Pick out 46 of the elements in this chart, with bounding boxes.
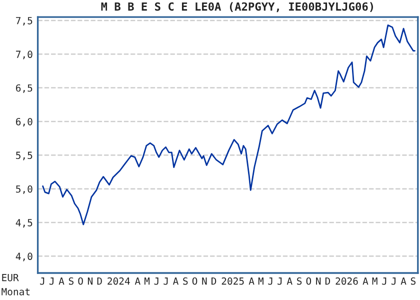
- x-tick-label: D: [325, 278, 330, 285]
- y-tick-label: 7,0: [16, 50, 32, 60]
- y-axis-title: EUR: [2, 274, 19, 282]
- x-tick-label: N: [88, 278, 92, 285]
- x-tick-label: 2025: [222, 277, 244, 285]
- x-tick-label: M: [144, 278, 150, 285]
- x-tick-label: N: [202, 278, 207, 285]
- x-tick-label: O: [78, 277, 83, 285]
- y-tick-label: 5,0: [16, 185, 32, 194]
- x-tick-label: J: [391, 278, 396, 285]
- x-tick-label: A: [134, 278, 140, 285]
- y-tick-label: 4,5: [16, 219, 32, 228]
- y-tick-label: 7,5: [16, 17, 32, 26]
- x-tick-label: S: [68, 277, 74, 285]
- x-tick-label: J: [268, 278, 272, 285]
- y-tick-label: 6,0: [16, 118, 32, 127]
- x-tick-label: N: [316, 278, 321, 285]
- y-tick-label: 4,0: [16, 252, 32, 262]
- x-tick-label: A: [400, 278, 406, 285]
- x-tick-label: A: [172, 278, 178, 285]
- x-tick-label: 2024: [108, 277, 130, 285]
- x-tick-label: J: [278, 278, 282, 285]
- line-series: [42, 24, 416, 226]
- x-tick-label: O: [192, 277, 198, 285]
- x-tick-label: J: [40, 278, 44, 285]
- y-tick-label: 6,5: [16, 84, 32, 93]
- x-tick-label: S: [183, 277, 188, 285]
- x-tick-label: J: [382, 278, 386, 285]
- x-tick-label: S: [410, 277, 416, 285]
- x-tick-label: O: [306, 277, 312, 285]
- x-tick-label: J: [164, 278, 168, 285]
- x-tick-label: M: [258, 278, 264, 285]
- x-tick-label: J: [49, 278, 54, 285]
- y-tick-label: 5,5: [16, 152, 32, 160]
- x-tick-label: J: [154, 278, 158, 285]
- x-tick-label: S: [297, 277, 302, 285]
- x-tick-label: D: [97, 278, 102, 285]
- x-tick-label: D: [212, 278, 216, 285]
- x-tick-label: A: [248, 278, 254, 285]
- x-tick-label: A: [58, 278, 64, 285]
- x-tick-label: 2026: [336, 277, 358, 285]
- chart-title: M B B E S C E LE0A (A2PGYY, IE00BJYLJG06): [101, 2, 373, 12]
- x-tick-label: M: [372, 278, 378, 285]
- x-tick-label: A: [362, 278, 368, 285]
- x-tick-label: A: [286, 278, 292, 285]
- x-axis-title: Monat: [2, 288, 30, 296]
